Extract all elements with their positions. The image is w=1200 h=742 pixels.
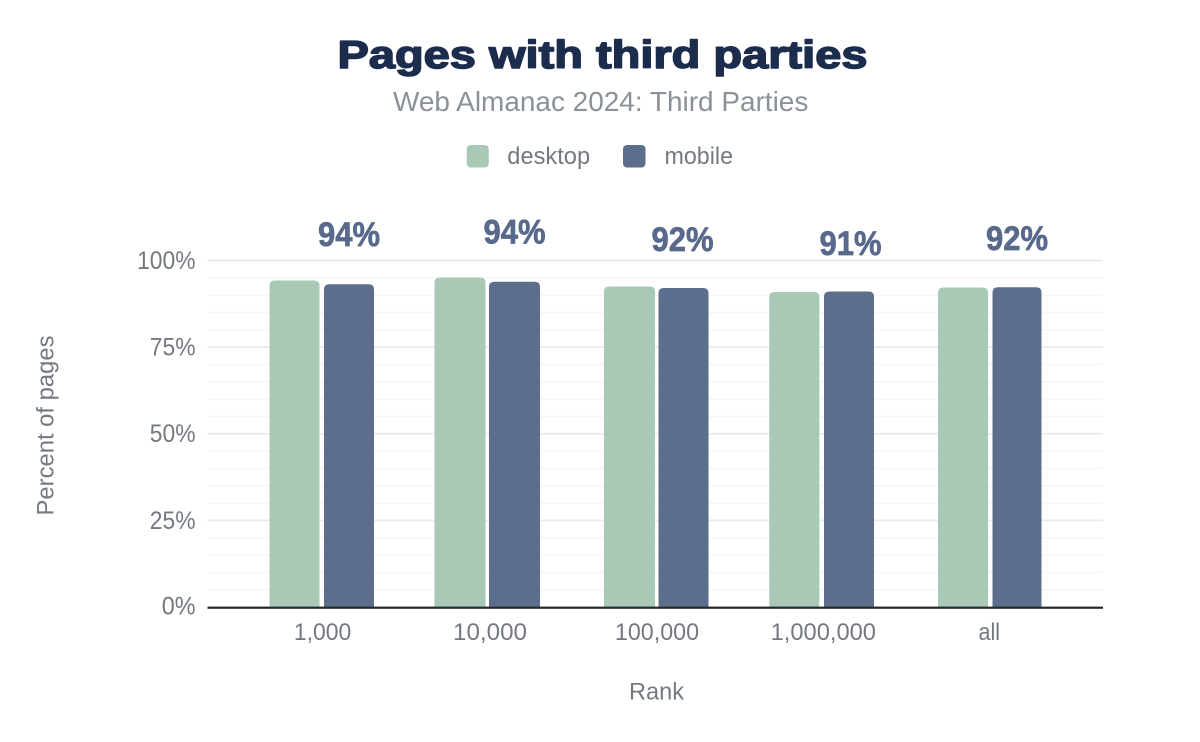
svg-text:Rank: Rank [629,679,685,706]
svg-text:Web Almanac 2024: Third Partie: Web Almanac 2024: Third Parties [393,86,808,117]
svg-text:50%: 50% [150,420,196,448]
svg-text:Percent of pages: Percent of pages [33,335,60,515]
svg-text:92%: 92% [652,221,714,259]
svg-text:94%: 94% [484,214,546,252]
svg-text:91%: 91% [820,225,882,263]
svg-text:94%: 94% [318,216,380,254]
svg-text:1,000,000: 1,000,000 [771,619,876,646]
svg-text:25%: 25% [150,507,196,535]
svg-text:0%: 0% [162,593,196,621]
svg-text:10,000: 10,000 [453,619,527,646]
svg-text:100,000: 100,000 [615,619,699,646]
svg-text:all: all [979,619,1001,646]
svg-text:desktop: desktop [507,143,590,170]
svg-text:75%: 75% [150,334,196,362]
svg-text:92%: 92% [986,220,1048,258]
svg-text:100%: 100% [137,247,195,275]
svg-text:mobile: mobile [665,143,734,170]
svg-text:1,000: 1,000 [294,619,351,646]
svg-text:Pages with third parties: Pages with third parties [338,34,868,77]
